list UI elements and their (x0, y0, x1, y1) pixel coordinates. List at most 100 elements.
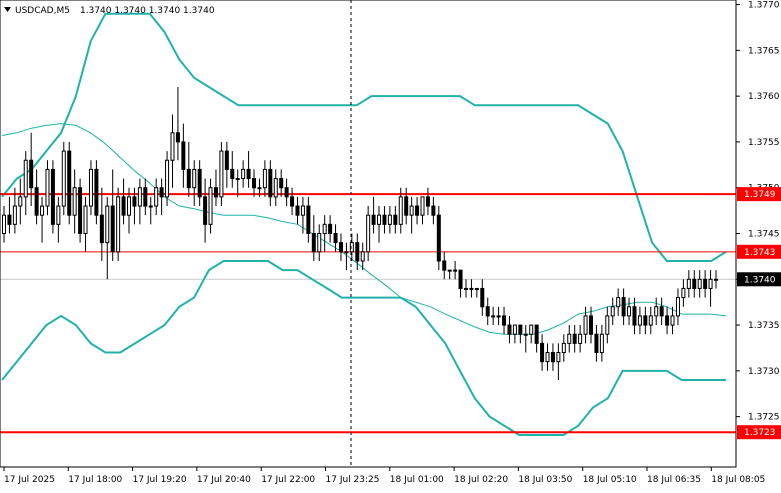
candle-body-up (317, 233, 322, 253)
candle (45, 160, 50, 216)
candle (170, 114, 175, 188)
candle (409, 196, 414, 234)
candle (561, 334, 566, 362)
candle-body-down (659, 306, 664, 317)
candle-body-up (670, 315, 675, 326)
candle-body-up (322, 223, 327, 235)
candle (621, 288, 626, 326)
bollinger-upper-band (1, 12, 727, 262)
bollinger-middle-band (1, 123, 727, 335)
candle (208, 178, 213, 234)
y-tick-label: 1.3760 (748, 92, 780, 102)
x-tick-label: 18 Jul 03:50 (518, 475, 572, 485)
candle (708, 270, 713, 307)
candle (567, 325, 572, 353)
candle (203, 178, 208, 243)
candle-body-down (415, 205, 420, 216)
candle (453, 260, 458, 280)
candle (512, 324, 517, 344)
candle-body-up (165, 159, 170, 198)
candle-body-down (425, 196, 430, 207)
candle (165, 151, 170, 207)
candle-body-up (45, 168, 50, 207)
candle-body-down (665, 315, 670, 326)
candle-body-down (224, 150, 229, 170)
candle-body-up (40, 205, 45, 216)
candle-body-down (382, 214, 387, 225)
candle-body-up (474, 287, 479, 290)
candle-body-up (241, 168, 246, 180)
candle (252, 169, 257, 197)
candle (61, 141, 66, 216)
candle-body-down (328, 223, 333, 235)
level-label-bg (737, 244, 781, 259)
candle (529, 324, 534, 344)
candle-body-down (621, 297, 626, 317)
candle (605, 306, 610, 344)
candle (387, 206, 392, 234)
y-tick-label: 1.3765 (748, 46, 780, 56)
candle (219, 141, 224, 207)
candle (540, 334, 545, 371)
candle (556, 343, 561, 381)
candle-body-down (502, 315, 507, 326)
candle-body-down (284, 187, 289, 198)
candle (110, 169, 115, 261)
candle (703, 270, 708, 298)
candle-body-up (567, 333, 572, 344)
candle-body-up (627, 306, 632, 317)
candle-body-up (523, 333, 528, 336)
chart-header: USDCAD,M5 1.3740 1.3740 1.3740 1.3740 (4, 6, 215, 16)
candle-body-up (469, 287, 474, 290)
candle (268, 160, 273, 207)
bollinger-lower-band (1, 260, 726, 436)
candle-body-down (252, 178, 257, 189)
candle-body-down (540, 342, 545, 363)
candle (67, 141, 72, 225)
candle-body-up (398, 196, 403, 225)
candle-body-down (197, 168, 202, 198)
candle-body-down (110, 205, 115, 253)
candle (121, 178, 126, 225)
candle (284, 178, 289, 207)
candle (105, 196, 110, 280)
candle-body-up (686, 278, 691, 289)
candle (127, 187, 132, 234)
candlesticks (2, 86, 718, 381)
candle-body-up (599, 333, 604, 354)
candle (230, 151, 235, 188)
candle (235, 169, 240, 197)
candle (654, 297, 659, 326)
candle (186, 141, 191, 197)
level-label: 1.3723 (744, 428, 776, 438)
candle-body-down (306, 205, 311, 235)
candle-body-down (518, 324, 523, 335)
candle (686, 270, 691, 298)
candle (637, 306, 642, 335)
candle-body-up (420, 196, 425, 216)
candle (371, 196, 376, 234)
candle (137, 178, 142, 225)
candle-body-down (534, 324, 539, 344)
candle (29, 132, 34, 207)
candle-body-up (387, 214, 392, 225)
candle (599, 325, 604, 362)
candle-body-down (338, 242, 343, 253)
current-price-label: 1.3740 (744, 275, 776, 285)
candle-body-down (121, 196, 126, 216)
candle-body-up (72, 187, 77, 216)
candle-body-up (344, 251, 349, 254)
triangle-down-icon[interactable] (4, 7, 11, 12)
level-label: 1.3743 (744, 248, 776, 258)
candle-body-up (366, 214, 371, 253)
candle-body-up (192, 168, 197, 189)
candle-body-up (675, 297, 680, 317)
candle-body-down (572, 333, 577, 344)
candle (458, 269, 463, 298)
candle-body-up (262, 168, 267, 189)
candle (583, 306, 588, 344)
candle (56, 196, 61, 243)
candle-body-up (512, 324, 517, 335)
